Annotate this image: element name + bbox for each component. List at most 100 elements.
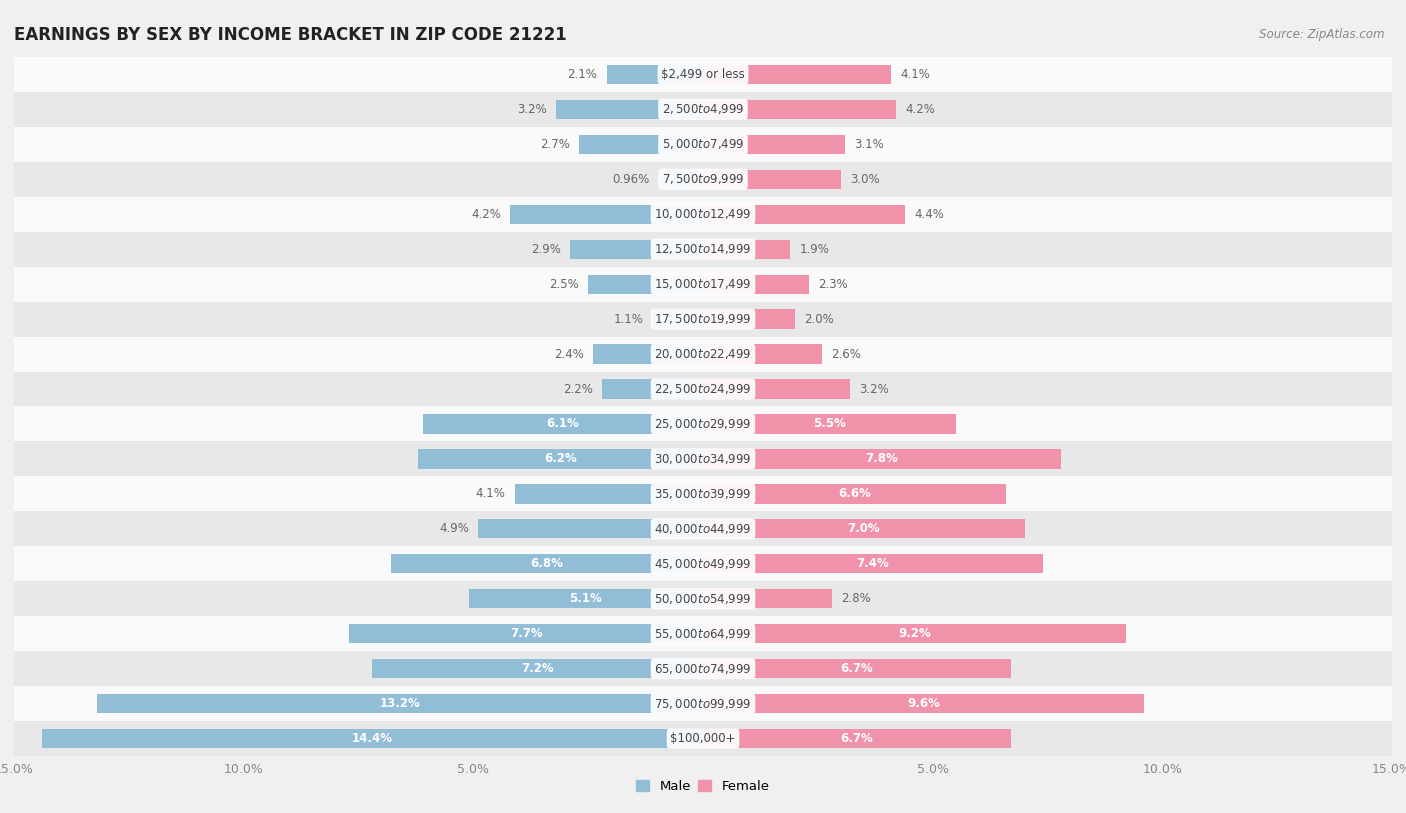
Text: 6.7%: 6.7% [841, 733, 873, 745]
Bar [703, 520, 1025, 538]
Bar [703, 485, 1007, 503]
Text: 7.7%: 7.7% [510, 628, 543, 640]
Text: 7.4%: 7.4% [856, 558, 890, 570]
Bar [418, 450, 703, 468]
Bar [14, 302, 1392, 337]
Text: 6.7%: 6.7% [841, 663, 873, 675]
Text: 4.2%: 4.2% [471, 208, 501, 220]
Text: 2.4%: 2.4% [554, 348, 583, 360]
Text: 9.6%: 9.6% [907, 698, 939, 710]
Text: 6.2%: 6.2% [544, 453, 576, 465]
Bar [14, 721, 1392, 756]
Bar [14, 337, 1392, 372]
Bar [14, 197, 1392, 232]
Text: 7.8%: 7.8% [866, 453, 898, 465]
Text: $10,000 to $12,499: $10,000 to $12,499 [654, 207, 752, 221]
Bar [14, 57, 1392, 92]
Text: $45,000 to $49,999: $45,000 to $49,999 [654, 557, 752, 571]
Text: $75,000 to $99,999: $75,000 to $99,999 [654, 697, 752, 711]
Text: 2.5%: 2.5% [550, 278, 579, 290]
Bar [703, 135, 845, 154]
Text: 3.2%: 3.2% [517, 103, 547, 115]
Bar [703, 205, 905, 224]
Text: $5,000 to $7,499: $5,000 to $7,499 [662, 137, 744, 151]
Text: $40,000 to $44,999: $40,000 to $44,999 [654, 522, 752, 536]
Bar [555, 100, 703, 119]
Bar [14, 581, 1392, 616]
Bar [14, 651, 1392, 686]
Bar [349, 624, 703, 643]
Bar [515, 485, 703, 503]
Text: 4.4%: 4.4% [914, 208, 945, 220]
Bar [652, 310, 703, 328]
Text: 2.0%: 2.0% [804, 313, 834, 325]
Bar [703, 659, 1011, 678]
Bar [373, 659, 703, 678]
Text: $17,500 to $19,999: $17,500 to $19,999 [654, 312, 752, 326]
Bar [14, 92, 1392, 127]
Text: 13.2%: 13.2% [380, 698, 420, 710]
Text: EARNINGS BY SEX BY INCOME BRACKET IN ZIP CODE 21221: EARNINGS BY SEX BY INCOME BRACKET IN ZIP… [14, 26, 567, 44]
Text: 6.8%: 6.8% [530, 558, 564, 570]
Text: $2,500 to $4,999: $2,500 to $4,999 [662, 102, 744, 116]
Bar [703, 345, 823, 363]
Bar [14, 616, 1392, 651]
Text: 4.2%: 4.2% [905, 103, 935, 115]
Bar [703, 380, 851, 398]
Text: 2.6%: 2.6% [831, 348, 862, 360]
Bar [602, 380, 703, 398]
Bar [14, 441, 1392, 476]
Bar [478, 520, 703, 538]
Text: 0.96%: 0.96% [613, 173, 650, 185]
Text: 2.3%: 2.3% [818, 278, 848, 290]
Bar [579, 135, 703, 154]
Text: $25,000 to $29,999: $25,000 to $29,999 [654, 417, 752, 431]
Bar [588, 275, 703, 293]
Bar [14, 372, 1392, 406]
Bar [703, 100, 896, 119]
Text: 1.1%: 1.1% [613, 313, 644, 325]
Text: 3.2%: 3.2% [859, 383, 889, 395]
Text: $65,000 to $74,999: $65,000 to $74,999 [654, 662, 752, 676]
Bar [468, 589, 703, 608]
Bar [14, 406, 1392, 441]
Bar [14, 232, 1392, 267]
Bar [42, 729, 703, 748]
Text: $100,000+: $100,000+ [671, 733, 735, 745]
Text: 7.2%: 7.2% [522, 663, 554, 675]
Text: $7,500 to $9,999: $7,500 to $9,999 [662, 172, 744, 186]
Bar [703, 729, 1011, 748]
Text: 9.2%: 9.2% [898, 628, 931, 640]
Text: 7.0%: 7.0% [848, 523, 880, 535]
Text: $35,000 to $39,999: $35,000 to $39,999 [654, 487, 752, 501]
Bar [703, 275, 808, 293]
Bar [703, 694, 1144, 713]
Bar [14, 162, 1392, 197]
Text: 4.9%: 4.9% [439, 523, 468, 535]
Bar [703, 415, 956, 433]
Text: 3.1%: 3.1% [855, 138, 884, 150]
Bar [703, 554, 1043, 573]
Text: 14.4%: 14.4% [352, 733, 392, 745]
Bar [703, 310, 794, 328]
Text: 2.8%: 2.8% [841, 593, 870, 605]
Text: $2,499 or less: $2,499 or less [661, 68, 745, 80]
Text: 6.1%: 6.1% [547, 418, 579, 430]
Bar [606, 65, 703, 84]
Bar [14, 546, 1392, 581]
Bar [569, 240, 703, 259]
Text: 4.1%: 4.1% [900, 68, 931, 80]
Text: 6.6%: 6.6% [838, 488, 870, 500]
Bar [14, 127, 1392, 162]
Text: $55,000 to $64,999: $55,000 to $64,999 [654, 627, 752, 641]
Text: $30,000 to $34,999: $30,000 to $34,999 [654, 452, 752, 466]
Bar [593, 345, 703, 363]
Text: 4.1%: 4.1% [475, 488, 506, 500]
Text: Source: ZipAtlas.com: Source: ZipAtlas.com [1260, 28, 1385, 41]
Text: 3.0%: 3.0% [851, 173, 880, 185]
Bar [703, 240, 790, 259]
Text: 2.9%: 2.9% [530, 243, 561, 255]
Text: 2.7%: 2.7% [540, 138, 569, 150]
Bar [97, 694, 703, 713]
Bar [703, 170, 841, 189]
